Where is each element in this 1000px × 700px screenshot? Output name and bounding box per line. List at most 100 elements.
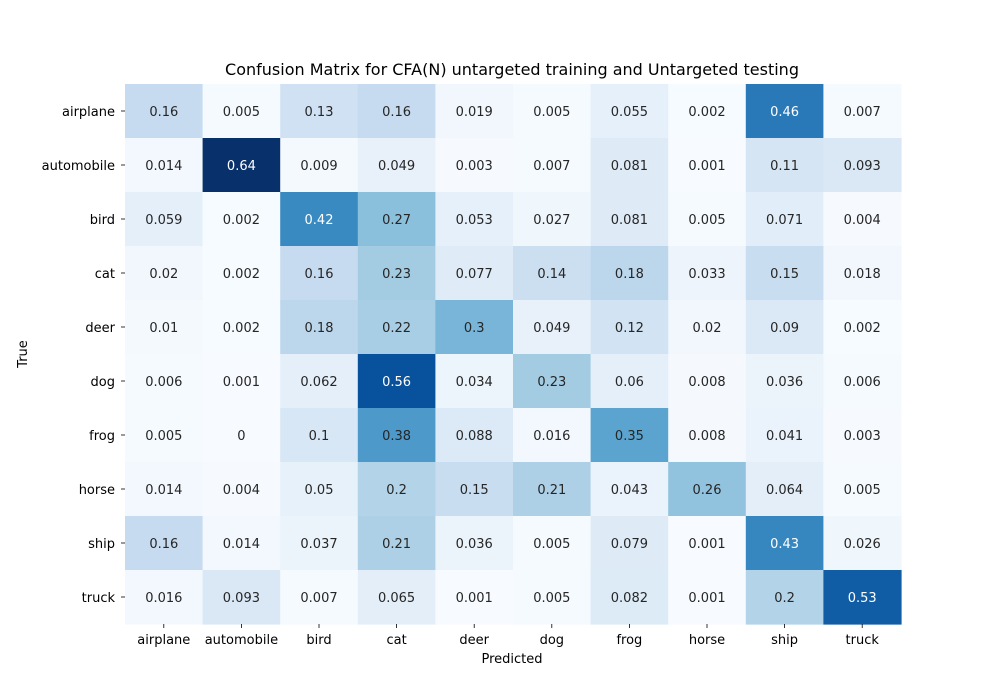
cell-value-label: 0.007	[300, 591, 337, 606]
cell-value-label: 0.2	[774, 591, 795, 606]
x-tick-label: dog	[540, 633, 564, 648]
heatmap-cell	[435, 570, 514, 625]
cell-value-label: 0.065	[378, 591, 415, 606]
cell-value-label: 0.18	[305, 321, 334, 336]
heatmap-cell	[590, 192, 669, 247]
cell-value-label: 0.05	[305, 483, 334, 498]
cell-value-label: 0.23	[382, 267, 411, 282]
cell-value-label: 0.16	[149, 105, 178, 120]
cell-value-label: 0.027	[533, 213, 570, 228]
heatmap-cell	[435, 84, 514, 139]
heatmap-cell	[125, 192, 204, 247]
heatmap-cell	[125, 354, 204, 409]
heatmap-cell	[125, 84, 204, 139]
heatmap-cell	[823, 192, 902, 247]
heatmap-cell	[745, 246, 824, 301]
cell-value-label: 0.005	[223, 105, 260, 120]
x-axis-label: Predicted	[481, 652, 542, 667]
heatmap-cell	[202, 138, 281, 193]
heatmap-cell	[357, 516, 436, 571]
heatmap-cell	[125, 462, 204, 517]
cell-value-label: 0.036	[456, 537, 493, 552]
heatmap-cell	[668, 570, 747, 625]
cell-value-label: 0.007	[533, 159, 570, 174]
cell-value-label: 0.036	[766, 375, 803, 390]
cell-value-label: 0.019	[456, 105, 493, 120]
cell-value-label: 0.12	[615, 321, 644, 336]
heatmap-cell	[125, 408, 204, 463]
heatmap-cell	[357, 354, 436, 409]
heatmap-cell	[435, 354, 514, 409]
cell-value-label: 0.2	[386, 483, 407, 498]
x-tick-label: horse	[689, 633, 725, 648]
cell-value-label: 0	[237, 429, 245, 444]
y-tick-label: bird	[90, 213, 115, 228]
heatmap-cell	[125, 570, 204, 625]
cell-value-label: 0.001	[688, 537, 725, 552]
heatmap-cell	[435, 516, 514, 571]
y-tick-label: ship	[88, 537, 115, 552]
cell-value-label: 0.18	[615, 267, 644, 282]
heatmap-cell	[745, 462, 824, 517]
cell-value-label: 0.043	[611, 483, 648, 498]
cell-value-label: 0.001	[223, 375, 260, 390]
y-tick-label: deer	[85, 321, 115, 336]
cell-value-label: 0.005	[688, 213, 725, 228]
cell-value-label: 0.001	[688, 159, 725, 174]
x-tick-label: deer	[459, 633, 489, 648]
heatmap-cell	[513, 84, 592, 139]
cell-value-label: 0.14	[537, 267, 566, 282]
y-axis-label: True	[16, 340, 31, 369]
x-tick-label: frog	[616, 633, 642, 648]
heatmap-cell	[280, 570, 359, 625]
cell-value-label: 0.001	[456, 591, 493, 606]
heatmap-cell	[745, 354, 824, 409]
x-tick-label: ship	[771, 633, 798, 648]
heatmap-cell	[125, 138, 204, 193]
cell-value-label: 0.13	[305, 105, 334, 120]
x-tick-label: automobile	[205, 633, 278, 648]
cell-value-label: 0.23	[537, 375, 566, 390]
heatmap-cell	[590, 408, 669, 463]
cell-value-label: 0.014	[145, 483, 182, 498]
cell-value-label: 0.002	[688, 105, 725, 120]
heatmap-cell	[823, 300, 902, 355]
cell-value-label: 0.1	[309, 429, 330, 444]
cell-value-label: 0.006	[145, 375, 182, 390]
cell-value-label: 0.003	[456, 159, 493, 174]
cell-value-label: 0.16	[149, 537, 178, 552]
heatmap-cell	[590, 84, 669, 139]
cell-value-label: 0.42	[305, 213, 334, 228]
chart-title: Confusion Matrix for CFA(N) untargeted t…	[225, 60, 799, 79]
heatmap-cell	[668, 462, 747, 517]
heatmap-cell	[513, 462, 592, 517]
heatmap-cell	[668, 138, 747, 193]
cell-value-label: 0.004	[223, 483, 260, 498]
heatmap-cell	[823, 462, 902, 517]
y-tick-label: dog	[91, 375, 115, 390]
y-tick-label: truck	[82, 591, 116, 606]
heatmap-cell	[745, 516, 824, 571]
cell-value-label: 0.22	[382, 321, 411, 336]
cell-value-label: 0.06	[615, 375, 644, 390]
heatmap-cell	[823, 84, 902, 139]
heatmap-cell	[513, 516, 592, 571]
heatmap-cell	[745, 192, 824, 247]
x-tick-label: cat	[386, 633, 406, 648]
cell-value-label: 0.001	[688, 591, 725, 606]
heatmap-cell	[668, 516, 747, 571]
heatmap-cell	[668, 354, 747, 409]
cell-value-label: 0.005	[533, 591, 570, 606]
cell-value-label: 0.38	[382, 429, 411, 444]
heatmap-cell	[435, 246, 514, 301]
cell-value-label: 0.018	[844, 267, 881, 282]
heatmap-cell	[280, 408, 359, 463]
cell-value-label: 0.003	[844, 429, 881, 444]
y-axis-ticks: airplane automobile bird cat deer dog frog hors…	[42, 105, 125, 606]
cell-value-label: 0.02	[693, 321, 722, 336]
cell-value-label: 0.033	[688, 267, 725, 282]
cell-value-label: 0.35	[615, 429, 644, 444]
heatmap-cell	[125, 300, 204, 355]
heatmap-cell	[280, 192, 359, 247]
